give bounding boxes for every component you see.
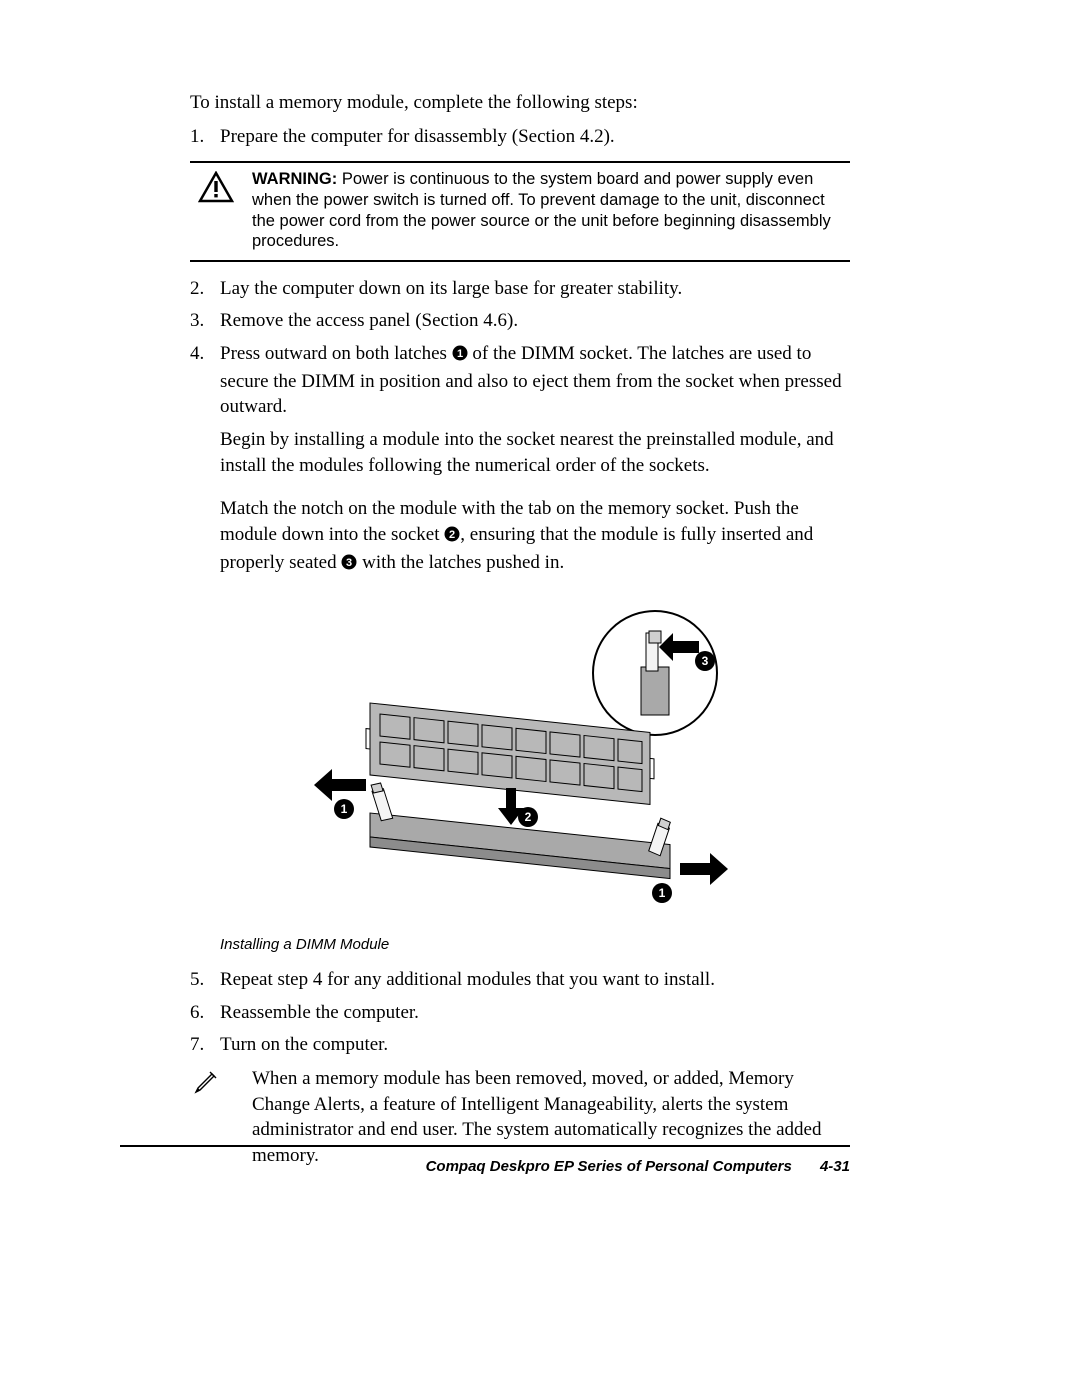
warning-text: WARNING: Power is continuous to the syst… bbox=[252, 169, 850, 252]
step-4-text-a: Press outward on both latches bbox=[220, 343, 452, 364]
svg-text:1: 1 bbox=[341, 802, 348, 816]
step-list: Prepare the computer for disassembly (Se… bbox=[190, 124, 850, 150]
svg-text:1: 1 bbox=[659, 886, 666, 900]
warning-triangle-icon bbox=[190, 169, 234, 208]
step-5: Repeat step 4 for any additional modules… bbox=[190, 967, 850, 993]
step-2-text: Lay the computer down on its large base … bbox=[220, 278, 682, 299]
warning-callout: WARNING: Power is continuous to the syst… bbox=[190, 161, 850, 262]
warning-body: Power is continuous to the system board … bbox=[252, 170, 831, 250]
step-4: Press outward on both latches 1 of the D… bbox=[190, 341, 850, 420]
footer-title: Compaq Deskpro EP Series of Personal Com… bbox=[426, 1158, 792, 1175]
step-2: Lay the computer down on its large base … bbox=[190, 276, 850, 302]
callout-3-inline-icon: 3 bbox=[341, 552, 357, 578]
footer-rule bbox=[120, 1145, 850, 1147]
step-list-after-figure: Repeat step 4 for any additional modules… bbox=[190, 967, 850, 1058]
note-callout: When a memory module has been removed, m… bbox=[190, 1066, 850, 1169]
svg-text:1: 1 bbox=[457, 348, 463, 360]
step-5-text: Repeat step 4 for any additional modules… bbox=[220, 969, 715, 990]
page-footer: Compaq Deskpro EP Series of Personal Com… bbox=[426, 1158, 850, 1175]
step-6-text: Reassemble the computer. bbox=[220, 1002, 419, 1023]
step-3: Remove the access panel (Section 4.6). bbox=[190, 308, 850, 334]
warning-label: WARNING: bbox=[252, 170, 337, 188]
step-6: Reassemble the computer. bbox=[190, 1000, 850, 1026]
step-list-continued: Lay the computer down on its large base … bbox=[190, 276, 850, 420]
figure-dimm: 3 bbox=[190, 603, 850, 928]
step-3-text: Remove the access panel (Section 4.6). bbox=[220, 310, 518, 331]
page-content: To install a memory module, complete the… bbox=[190, 90, 850, 1169]
step-7-text: Turn on the computer. bbox=[220, 1034, 388, 1055]
callout-1-inline-icon: 1 bbox=[452, 343, 468, 369]
step-4-subparas: Begin by installing a module into the so… bbox=[190, 427, 850, 577]
step-4-p3c: with the latches pushed in. bbox=[357, 552, 564, 573]
svg-text:2: 2 bbox=[449, 529, 455, 541]
step-1: Prepare the computer for disassembly (Se… bbox=[190, 124, 850, 150]
step-4-para2: Begin by installing a module into the so… bbox=[190, 427, 850, 478]
svg-text:3: 3 bbox=[346, 557, 352, 569]
pencil-note-icon bbox=[194, 1066, 224, 1099]
step-4-para3: Match the notch on the module with the t… bbox=[190, 496, 850, 577]
figure-caption: Installing a DIMM Module bbox=[220, 936, 850, 953]
step-1-text: Prepare the computer for disassembly (Se… bbox=[220, 126, 615, 147]
intro-text: To install a memory module, complete the… bbox=[190, 90, 850, 116]
note-text: When a memory module has been removed, m… bbox=[252, 1066, 850, 1169]
svg-text:3: 3 bbox=[702, 654, 709, 668]
footer-page: 4-31 bbox=[820, 1158, 850, 1175]
svg-text:2: 2 bbox=[525, 810, 532, 824]
callout-2-inline-icon: 2 bbox=[444, 524, 460, 550]
step-7: Turn on the computer. bbox=[190, 1032, 850, 1058]
